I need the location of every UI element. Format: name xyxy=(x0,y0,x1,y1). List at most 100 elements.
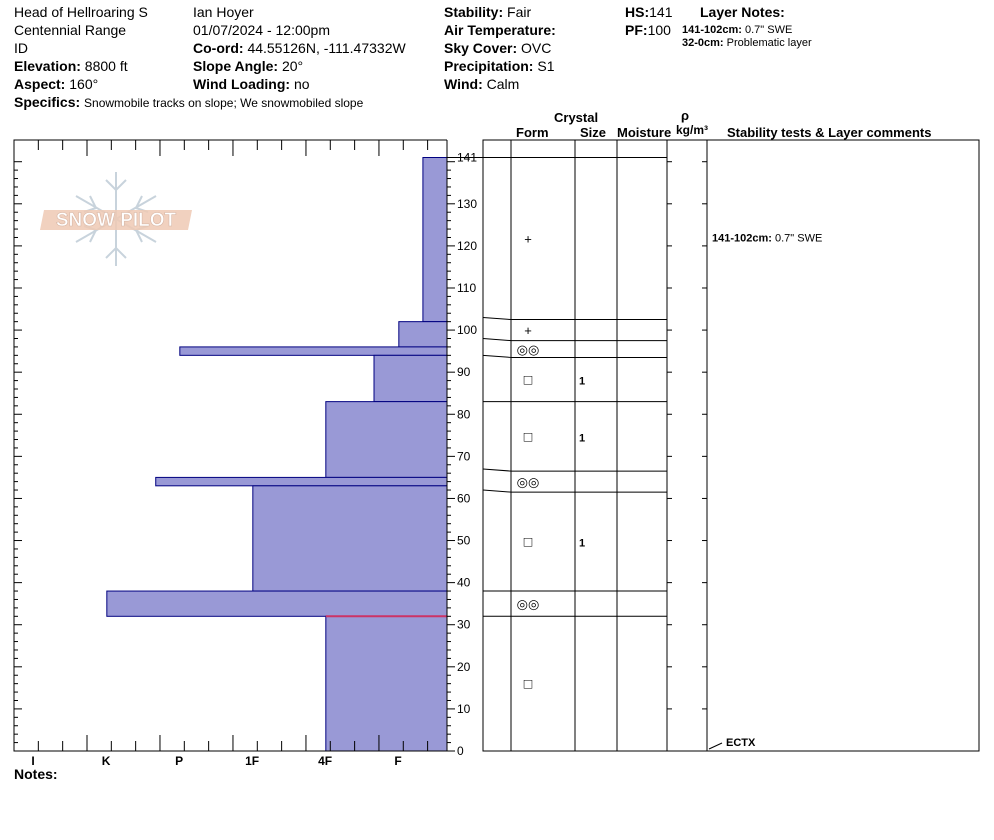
wind-loading-label: Wind Loading: xyxy=(193,76,291,92)
pf-row: PF:100 xyxy=(625,21,671,39)
height-label-10: 10 xyxy=(457,702,471,716)
wind-value: Calm xyxy=(486,76,520,92)
coord-value: 44.55126N, -111.47332W xyxy=(247,40,406,56)
slope-row: Slope Angle: 20° xyxy=(193,57,303,75)
crystal-form-2: + xyxy=(524,323,532,338)
hardness-bar-2 xyxy=(398,321,448,348)
layer-connector xyxy=(482,489,512,493)
snowpilot-logo: SNOW PILOT xyxy=(40,172,192,266)
layer-note-1: 141-102cm: 0.7" SWE xyxy=(682,24,793,36)
state-name: ID xyxy=(14,40,28,56)
crystal-header: Crystal xyxy=(554,110,599,125)
precip-row: Precipitation: S1 xyxy=(444,57,554,75)
crystal-form-4: □ xyxy=(524,372,533,388)
height-label-120: 120 xyxy=(457,239,477,253)
sky-value: OVC xyxy=(521,40,552,56)
stability-test-pointer-1 xyxy=(708,742,723,750)
profile-frame-border xyxy=(13,139,447,752)
stability-test-1: ECTX xyxy=(726,737,756,749)
height-label-30: 30 xyxy=(457,618,471,632)
hardness-label-F: F xyxy=(394,754,401,768)
crystal-form-6: ◎◎ xyxy=(517,475,540,490)
hs-label: HS: xyxy=(625,4,650,20)
height-label-70: 70 xyxy=(457,449,471,463)
rho-header: ρ xyxy=(681,108,690,123)
hardness-bar-3 xyxy=(179,346,448,356)
observer-name: Ian Hoyer xyxy=(193,4,254,20)
hardness-label-K: K xyxy=(102,754,111,768)
height-label-130: 130 xyxy=(457,197,477,211)
pf-value: 100 xyxy=(647,22,671,38)
elevation-label: Elevation: xyxy=(14,58,81,74)
coord-row: Co-ord: 44.55126N, -111.47332W xyxy=(193,39,406,57)
stability-comments-header: Stability tests & Layer comments xyxy=(727,125,932,140)
density-unit-header: kg/m³ xyxy=(676,123,709,137)
layer-connector xyxy=(482,354,512,358)
height-label-20: 20 xyxy=(457,660,471,674)
hardness-bar-5 xyxy=(325,401,448,478)
layer-note-2: 32-0cm: Problematic layer xyxy=(682,37,812,49)
observation-datetime: 01/07/2024 - 12:00pm xyxy=(193,22,330,38)
layer-notes-title: Layer Notes: xyxy=(700,4,785,20)
height-label-60: 60 xyxy=(457,491,471,505)
hs-value: 141 xyxy=(649,4,673,20)
layer-comment-1: 141-102cm: 0.7" SWE xyxy=(712,232,822,244)
hs-row: HS:141 xyxy=(625,3,672,21)
precip-value: S1 xyxy=(537,58,555,74)
hardness-bar-8 xyxy=(106,590,448,617)
air-temp-label: Air Temperature: xyxy=(444,22,556,38)
air-temp-row: Air Temperature: xyxy=(444,21,556,39)
hardness-bar-7 xyxy=(252,485,448,592)
location-name: Head of Hellroaring S xyxy=(14,4,148,20)
notes-label: Notes: xyxy=(14,766,58,782)
stability-row: Stability: Fair xyxy=(444,3,531,21)
specifics-row: Specifics: Snowmobile tracks on slope; W… xyxy=(14,93,363,112)
pf-label: PF: xyxy=(625,22,648,38)
crystal-form-1: + xyxy=(524,232,532,247)
layer-connector xyxy=(482,468,512,472)
hardness-bar-4 xyxy=(373,354,448,403)
aspect-value: 160° xyxy=(69,76,99,92)
moisture-header: Moisture xyxy=(617,125,672,140)
sky-row: Sky Cover: OVC xyxy=(444,39,551,57)
range-name: Centennial Range xyxy=(14,22,127,38)
logo-banner xyxy=(40,210,192,230)
stability-value: Fair xyxy=(507,4,532,20)
crystal-table-border xyxy=(482,139,980,752)
precip-label: Precipitation: xyxy=(444,58,534,74)
height-label-110: 110 xyxy=(457,281,476,295)
wind-loading-value: no xyxy=(293,76,310,92)
height-label-80: 80 xyxy=(457,407,471,421)
elevation-row: Elevation: 8800 ft xyxy=(14,57,128,75)
hardness-bar-1 xyxy=(422,157,448,323)
hardness-label-1F: 1F xyxy=(245,754,259,768)
layer-connector xyxy=(482,316,512,321)
height-label-0: 0 xyxy=(457,744,464,758)
aspect-row: Aspect: 160° xyxy=(14,75,98,93)
hardness-label-4F: 4F xyxy=(318,754,332,768)
height-label-40: 40 xyxy=(457,576,471,590)
crystal-form-7: □ xyxy=(524,534,533,550)
crystal-size-5: 1 xyxy=(579,432,585,444)
slope-label: Slope Angle: xyxy=(193,58,279,74)
logo-text: SNOW PILOT xyxy=(56,210,177,231)
crystal-form-5: □ xyxy=(524,428,533,444)
elevation-value: 8800 ft xyxy=(84,58,128,74)
hardness-label-P: P xyxy=(175,754,183,768)
hardness-bar-6 xyxy=(155,476,448,487)
wind-loading-row: Wind Loading: no xyxy=(193,75,310,93)
specifics-value: Snowmobile tracks on slope; We snowmobil… xyxy=(84,96,364,110)
hardness-label-I: I xyxy=(31,754,34,768)
specifics-label: Specifics: xyxy=(14,94,81,110)
crystal-size-4: 1 xyxy=(579,376,585,388)
form-header: Form xyxy=(516,125,549,140)
height-label-90: 90 xyxy=(457,365,471,379)
wind-row: Wind: Calm xyxy=(444,75,519,93)
coord-label: Co-ord: xyxy=(193,40,244,56)
crystal-form-9: □ xyxy=(524,676,533,692)
height-label-50: 50 xyxy=(457,534,471,548)
stability-label: Stability: xyxy=(444,4,504,20)
aspect-label: Aspect: xyxy=(14,76,66,92)
crystal-form-8: ◎◎ xyxy=(517,597,540,612)
